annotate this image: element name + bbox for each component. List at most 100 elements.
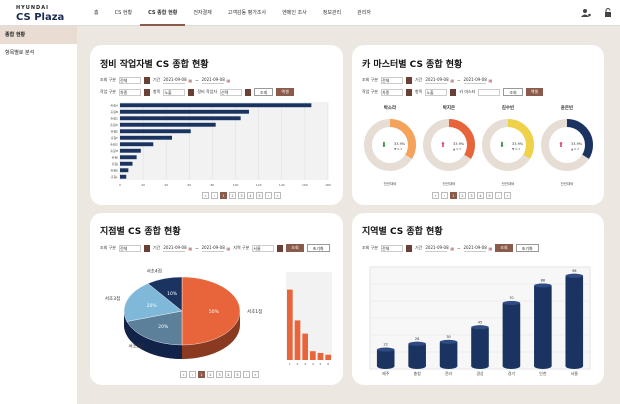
- page-button[interactable]: ‹: [211, 192, 218, 199]
- calendar-icon[interactable]: ▦: [488, 77, 493, 83]
- filter-area: 조회 구분 전체 기간 2021-09-08 ▦ ~2021-09-08 ▦ 작업 구분 차종…: [362, 76, 544, 100]
- donut-value: 33.9%: [394, 142, 406, 146]
- research-select[interactable]: 전체: [119, 76, 141, 84]
- calendar-icon[interactable]: ▦: [488, 245, 493, 251]
- page-button[interactable]: ›: [265, 192, 272, 199]
- chevron-down-icon[interactable]: [144, 76, 150, 84]
- nav-item[interactable]: 정보관리: [322, 10, 342, 16]
- region-bar-chart: 22 제주 28 충청 30 전라 45 경상 70 경기 88 인천 98 서울: [369, 266, 591, 376]
- page-button[interactable]: 4: [225, 371, 232, 378]
- calendar-icon[interactable]: ▦: [450, 77, 455, 83]
- user-settings-icon[interactable]: [581, 8, 591, 18]
- date-from[interactable]: 2021-09-08: [425, 76, 449, 84]
- page-button[interactable]: 3: [468, 192, 475, 199]
- filter-label: 정비 작업자: [197, 89, 218, 94]
- nav-item[interactable]: 홈: [94, 10, 99, 16]
- chevron-down-icon[interactable]: [144, 244, 150, 252]
- reset-button[interactable]: 초기화: [306, 244, 330, 252]
- chevron-down-icon[interactable]: [188, 88, 195, 96]
- bar-cap: [376, 347, 395, 352]
- calendar-icon[interactable]: ▦: [188, 77, 193, 83]
- item-select[interactable]: 노출: [425, 88, 448, 96]
- search-button[interactable]: 조회: [254, 88, 274, 96]
- work-select[interactable]: 차종: [381, 88, 403, 96]
- research-select[interactable]: 전체: [381, 244, 403, 252]
- chevron-down-icon[interactable]: [245, 88, 252, 96]
- nav-item[interactable]: 전자결재: [193, 10, 212, 16]
- page-button[interactable]: 1: [220, 192, 227, 199]
- excel-button[interactable]: 엑셀: [525, 88, 544, 96]
- page-button[interactable]: 3: [238, 192, 245, 199]
- sidebar-item-overview[interactable]: 종합 현황: [0, 26, 77, 44]
- page-button[interactable]: ‹: [189, 371, 196, 378]
- data-label: 88: [541, 279, 545, 283]
- nav-item[interactable]: 관리자: [357, 10, 371, 16]
- page-button[interactable]: »: [504, 192, 511, 199]
- page-button[interactable]: »: [252, 371, 259, 378]
- calendar-icon[interactable]: ▦: [226, 77, 231, 83]
- date-to[interactable]: 2021-09-08: [201, 76, 225, 84]
- calendar-icon[interactable]: ▦: [188, 245, 193, 251]
- page-button[interactable]: 1: [198, 371, 205, 378]
- page-button[interactable]: 2: [229, 192, 236, 199]
- reset-button[interactable]: 초기화: [515, 244, 539, 252]
- bar-cap: [534, 283, 552, 288]
- page-button[interactable]: 5: [256, 192, 263, 199]
- date-to[interactable]: 2021-09-08: [463, 244, 487, 252]
- research-select[interactable]: 전체: [381, 76, 403, 84]
- lock-icon[interactable]: [603, 8, 613, 18]
- pagination: «‹ 1 2 3 4 5 ›»: [180, 371, 259, 378]
- excel-button[interactable]: 엑셀: [276, 88, 294, 96]
- chevron-down-icon[interactable]: [406, 244, 412, 252]
- donut-sub-label: 전년대비: [443, 181, 456, 186]
- nav-item[interactable]: 엔메인 조사: [282, 10, 307, 16]
- calendar-icon[interactable]: ▦: [450, 245, 455, 251]
- date-to[interactable]: 2021-09-08: [201, 244, 225, 252]
- search-button[interactable]: 조회: [503, 88, 523, 96]
- chevron-down-icon[interactable]: [144, 88, 150, 96]
- page-button[interactable]: «: [432, 192, 439, 199]
- master-select[interactable]: [478, 88, 501, 96]
- nav-item[interactable]: CS 종합 현황: [140, 0, 186, 26]
- research-select[interactable]: 전체: [119, 244, 141, 252]
- nav-item[interactable]: 고객감동 평가조사: [227, 10, 267, 16]
- date-from[interactable]: 2021-09-08: [163, 76, 187, 84]
- page-button[interactable]: 2: [459, 192, 466, 199]
- calendar-icon[interactable]: ▦: [226, 245, 231, 251]
- donut-sub-label: 전년대비: [384, 181, 397, 186]
- y-tick-label: 홍길H: [110, 148, 118, 153]
- page-button[interactable]: 1: [450, 192, 457, 199]
- nav-item[interactable]: CS 현황: [114, 10, 133, 16]
- work-select[interactable]: 차종: [119, 88, 141, 96]
- page-button[interactable]: »: [274, 192, 281, 199]
- logo[interactable]: HYUNDAI CS Plaza: [16, 4, 64, 23]
- bar: [439, 339, 458, 369]
- filter-label: 기간: [415, 245, 423, 250]
- item-select[interactable]: 노출: [163, 88, 186, 96]
- date-to[interactable]: 2021-09-08: [463, 76, 487, 84]
- page-button[interactable]: 2: [207, 371, 214, 378]
- page-button[interactable]: «: [180, 371, 187, 378]
- x-tick-label: 80: [211, 183, 215, 187]
- chevron-down-icon[interactable]: [277, 244, 284, 252]
- page-button[interactable]: 5: [486, 192, 493, 199]
- page-button[interactable]: «: [202, 192, 209, 199]
- page-button[interactable]: ‹: [441, 192, 448, 199]
- date-from[interactable]: 2021-09-08: [163, 244, 187, 252]
- search-button[interactable]: 조회: [286, 244, 304, 252]
- donut-arc: [423, 119, 475, 171]
- date-from[interactable]: 2021-09-08: [425, 244, 449, 252]
- chevron-down-icon[interactable]: [450, 88, 457, 96]
- page-button[interactable]: ›: [243, 371, 250, 378]
- chevron-down-icon[interactable]: [406, 88, 412, 96]
- chevron-down-icon[interactable]: [406, 76, 412, 84]
- sidebar-item-analysis[interactable]: 항목별로 분석: [5, 50, 35, 56]
- page-button[interactable]: 3: [216, 371, 223, 378]
- region-select[interactable]: 서울: [252, 244, 275, 252]
- page-button[interactable]: ›: [495, 192, 502, 199]
- page-button[interactable]: 4: [247, 192, 254, 199]
- page-button[interactable]: 5: [234, 371, 241, 378]
- worker-select[interactable]: 선택: [220, 88, 243, 96]
- page-button[interactable]: 4: [477, 192, 484, 199]
- search-button[interactable]: 조회: [495, 244, 513, 252]
